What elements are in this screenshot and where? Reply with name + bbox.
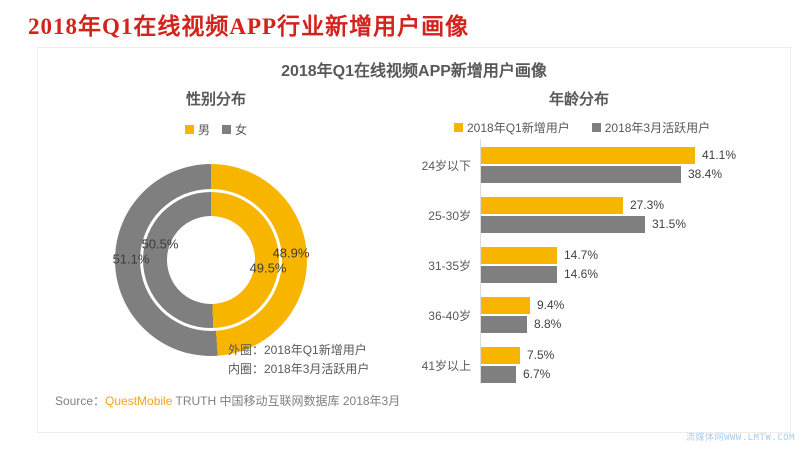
bar-value-label: 9.4% [537, 298, 565, 312]
gender-legend-label-female: 女 [235, 123, 248, 137]
bar-2018年Q1新增用户 [481, 147, 695, 164]
watermark: 流媒体网WWW.LMTW.COM [685, 433, 795, 443]
bar-value-label: 38.4% [688, 167, 723, 181]
active-users-color-swatch [591, 123, 601, 132]
donut-label-inner-male: 49.5% [249, 260, 287, 276]
bar-2018年Q1新增用户 [481, 297, 530, 314]
bar-value-label: 41.1% [702, 148, 737, 162]
bar-2018年3月活跃用户 [481, 266, 557, 283]
bar-category-label: 36-40岁 [428, 309, 471, 323]
bar-value-label: 27.3% [630, 198, 665, 212]
bar-value-label: 8.8% [534, 317, 562, 331]
donut-label-outer-female: 51.1% [112, 251, 150, 267]
donut-label-inner-female: 50.5% [141, 236, 179, 252]
gender-section-header: 性别分布 [186, 91, 247, 108]
age-legend-label-active-users: 2018年3月活跃用户 [604, 121, 711, 135]
gender-legend-item-female: 女 [222, 121, 247, 138]
bar-category-label: 25-30岁 [428, 209, 471, 223]
bar-category-label: 31-35岁 [428, 259, 471, 273]
page-title: 2018年Q1在线视频APP行业新增用户画像 [28, 14, 470, 39]
bar-2018年Q1新增用户 [481, 247, 557, 264]
age-legend-label-new-users: 2018年Q1新增用户 [467, 121, 570, 135]
gender-legend-label-male: 男 [198, 123, 211, 137]
bar-2018年3月活跃用户 [481, 366, 516, 383]
age-legend-item-new-users: 2018年Q1新增用户 [454, 119, 570, 136]
source-line: Source：QuestMobile TRUTH 中国移动互联网数据库 2018… [55, 392, 400, 409]
bar-value-label: 31.5% [652, 217, 687, 231]
age-legend-item-active-users: 2018年3月活跃用户 [591, 119, 711, 136]
bar-group-24岁以下: 24岁以下 41.1% 38.4% [422, 147, 796, 183]
bar-group-36-40岁: 36-40岁 9.4% 8.8% [428, 297, 796, 333]
age-legend: 2018年Q1新增用户 2018年3月活跃用户 [454, 119, 710, 136]
outer-ring-note: 外圈：2018年Q1新增用户 [228, 343, 367, 357]
bar-chart-axis [480, 139, 481, 384]
donut-hole [167, 216, 255, 304]
donut-label-outer-male: 48.9% [272, 245, 310, 261]
new-users-color-swatch [454, 123, 463, 132]
bar-value-label: 7.5% [527, 348, 555, 362]
bar-group-25-30岁: 25-30岁 27.3% 31.5% [428, 197, 796, 233]
donut-ring-notes: 外圈：2018年Q1新增用户 内圈：2018年3月活跃用户 [228, 341, 369, 379]
inner-ring-note: 内圈：2018年3月活跃用户 [228, 362, 370, 376]
bar-2018年3月活跃用户 [481, 166, 681, 183]
source-label: Source： [55, 394, 106, 408]
female-color-swatch [222, 125, 232, 134]
bar-category-label: 24岁以下 [421, 159, 471, 173]
bar-2018年Q1新增用户 [481, 197, 623, 214]
source-text: TRUTH 中国移动互联网数据库 2018年3月 [172, 394, 401, 408]
bar-category-label: 41岁以上 [421, 359, 471, 373]
gender-donut-chart [115, 164, 307, 356]
bar-group-41岁以上: 41岁以上 7.5% 6.7% [422, 347, 796, 383]
gender-legend-item-male: 男 [185, 121, 210, 138]
age-section-header: 年龄分布 [549, 91, 610, 108]
bar-value-label: 14.7% [564, 248, 599, 262]
male-color-swatch [185, 125, 194, 134]
gender-legend: 男 女 [185, 121, 247, 138]
bar-2018年3月活跃用户 [481, 216, 645, 233]
chart-title: 2018年Q1在线视频APP新增用户画像 [281, 63, 547, 80]
bar-2018年3月活跃用户 [481, 316, 527, 333]
age-bar-chart: 24岁以下 41.1% 38.4% 25-30岁 27.3% 31.5% 31-35岁 14.… [422, 147, 796, 387]
bar-value-label: 6.7% [523, 367, 551, 381]
bar-value-label: 14.6% [564, 267, 599, 281]
bar-2018年Q1新增用户 [481, 347, 520, 364]
bar-group-31-35岁: 31-35岁 14.7% 14.6% [428, 247, 796, 283]
source-brand: QuestMobile [105, 394, 173, 408]
